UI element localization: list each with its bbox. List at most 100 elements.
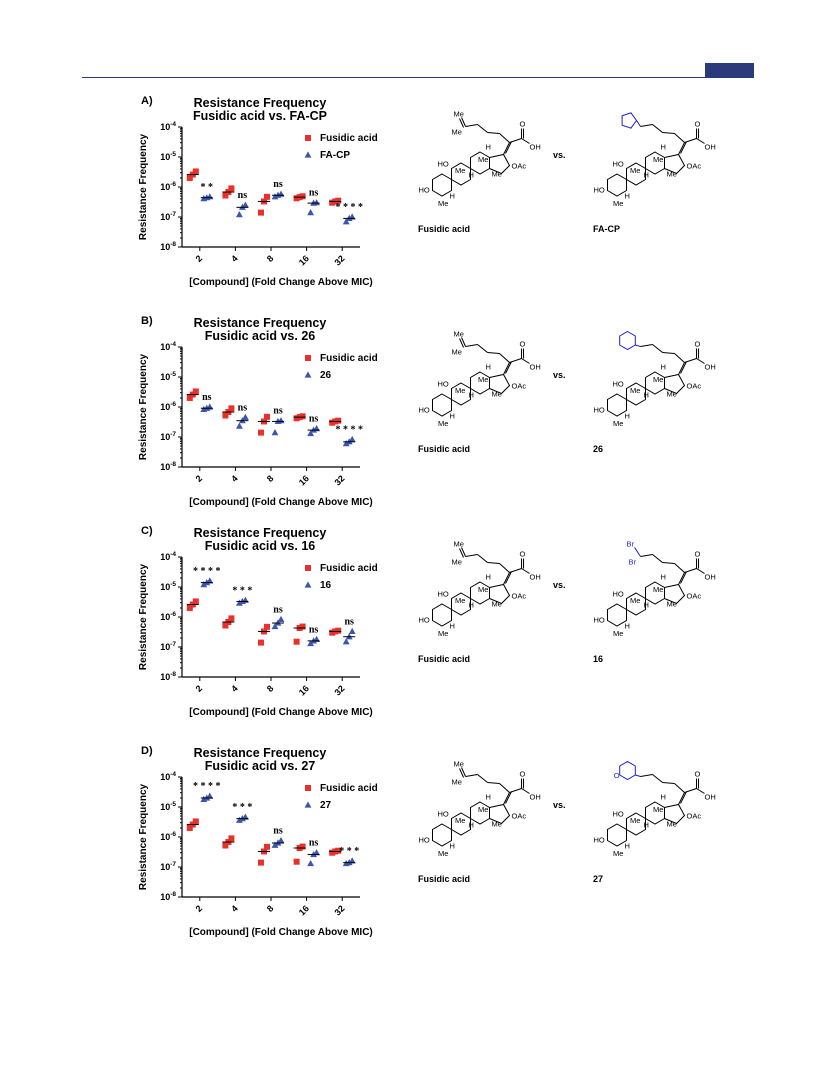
side-chain-bond [487,782,500,784]
ho-label: HO [437,590,448,599]
side-chain-bond [465,124,478,127]
isopropylidene-double-bond [459,338,464,348]
side-chain-bond [674,783,685,793]
ring-d [489,373,511,395]
carboxyl-bond [509,788,522,793]
side-chain-bond [487,132,500,134]
side-chain-bond [499,563,510,573]
side-chain-bond [477,344,488,353]
data-point-triangle [236,599,243,606]
carboxyl-bond [509,138,522,143]
data-point-square [222,842,229,849]
y-tick-base: 10 [160,862,170,872]
y-tick-exponent: -8 [170,671,176,678]
data-point-triangle [348,627,356,635]
data-point-square [299,843,306,850]
me-label: Me [478,805,488,814]
carboxyl-bond [684,138,697,143]
data-point-triangle [203,794,211,801]
me-label: Me [455,386,465,395]
data-point-square [228,615,235,622]
x-tick-label: 16 [297,683,311,697]
cyclopentyl-ring [621,112,638,129]
legend-label: Fusidic acid [320,353,378,364]
y-tick-exponent: -6 [170,611,176,618]
y-tick-label: 10-5 [160,371,176,382]
chart-title: Fusidic acid vs. 27 [205,759,316,773]
y-tick-exponent: -5 [170,371,176,378]
ho-label: HO [418,406,429,415]
data-point-square [186,824,193,831]
me-label: Me [653,585,663,594]
y-tick-base: 10 [160,582,170,592]
compound-name-label: Fusidic acid [418,654,470,664]
data-point-triangle [206,792,214,799]
side-chain-bond [652,344,663,353]
exocyclic-double-bond [636,120,641,127]
side-chain-bond [652,774,663,783]
ring-d [664,153,686,175]
significance-label: ns [344,616,354,627]
chart-title: Resistance Frequency [194,746,327,760]
y-tick-label: 10-7 [160,211,176,222]
y-tick-exponent: -6 [170,401,176,408]
isopropylidene-double-bond [459,548,464,558]
side-chain-bond [640,774,653,777]
side-chain-bond [503,792,510,805]
side-chain-bond [640,344,653,347]
series-group [186,818,342,866]
data-point-square [258,859,264,866]
legend-label: Fusidic acid [320,783,378,794]
data-point-square [228,405,235,412]
data-point-square [192,818,199,825]
me-label: Me [455,596,465,605]
significance-label: ns [238,190,248,201]
data-point-square [293,858,300,865]
data-point-square [264,193,270,200]
me-label: Me [653,375,663,384]
data-point-triangle [307,429,314,437]
me-label: Me [438,419,448,428]
panel-letter: A) [141,95,153,107]
y-tick-label: 10-5 [160,801,176,812]
legend-label: 16 [320,580,332,591]
legend-triangle-marker [304,581,312,588]
legend-label: 26 [320,370,332,381]
o-label: O [520,550,526,559]
side-chain-bond [674,353,685,363]
data-point-square [258,639,264,646]
me-label: Me [454,760,464,769]
me-label: Me [492,600,502,609]
y-tick-exponent: -4 [170,771,176,778]
ho-label: HO [418,616,429,625]
y-tick-base: 10 [160,372,170,382]
data-point-triangle [242,413,249,421]
y-tick-exponent: -5 [170,581,176,588]
y-tick-exponent: -4 [170,551,176,558]
side-chain-bond [652,554,663,563]
cyclohexyl-ring [619,330,636,351]
side-chain-bond [678,792,685,805]
h-label: H [469,391,474,400]
oh-label: OH [705,143,716,152]
x-tick-label: 2 [194,473,205,484]
data-point-triangle [242,201,249,208]
legend-label: FA-CP [320,150,350,161]
x-tick-label: 4 [229,903,240,914]
oh-label: OH [705,793,716,802]
y-tick-base: 10 [160,432,170,442]
o-label: O [695,340,701,349]
ring-d [489,153,511,175]
br-label: Br [627,540,635,549]
x-tick-label: 16 [297,473,311,487]
ho-label: HO [437,160,448,169]
x-tick-label: 16 [297,903,311,917]
data-point-triangle [236,211,243,218]
h-label: H [644,601,649,610]
me-label: Me [438,199,448,208]
significance-label: ns [273,179,283,190]
compound-name-label: FA-CP [593,224,620,234]
isopropylidene-double-bond [459,118,464,128]
significance-label: * * * [232,585,252,596]
